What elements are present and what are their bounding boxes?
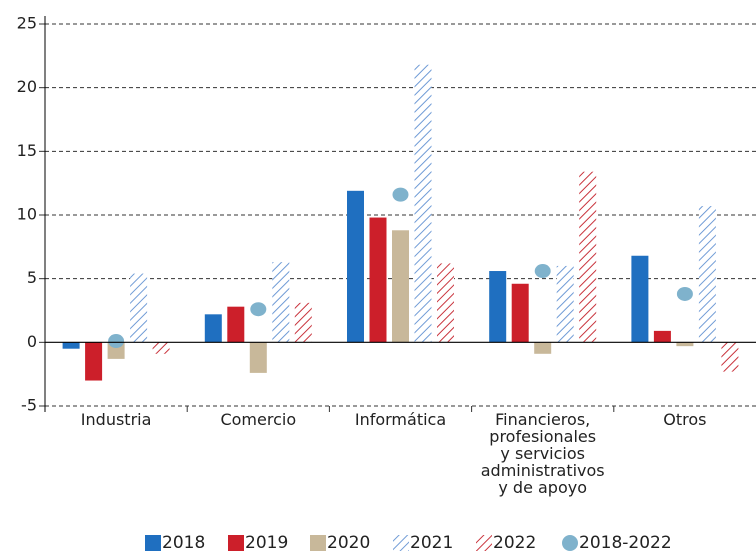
y-tick-label: 5 [27,268,37,287]
bar [437,263,454,343]
bar [62,342,80,349]
y-tick-label: -5 [21,396,37,415]
bar [721,342,739,372]
dot [108,334,125,349]
y-tick-label: 15 [17,141,37,160]
dot [250,302,267,317]
dot [392,187,409,202]
x-tick-label: Otros [663,410,706,429]
y-tick-label: 20 [17,77,37,96]
bar [272,262,290,343]
dot [676,286,693,301]
bar [489,271,507,343]
legend-label: 2018 [162,533,205,552]
bar [579,171,597,343]
legend-swatch [228,535,244,551]
y-tick-label: 25 [17,14,37,33]
bar [414,64,432,343]
legend-label: 2021 [410,533,453,552]
bar [653,330,671,343]
dot [534,264,551,279]
bar [152,342,170,354]
bar [347,190,364,343]
bar [392,230,409,343]
bar [556,265,574,343]
bar [249,342,267,373]
x-tick-label: Informática [355,410,446,429]
legend-swatch [145,535,161,551]
y-tick-label: 0 [27,332,37,351]
y-tick-label: 10 [17,205,37,224]
legend-label: 2018-2022 [579,533,672,552]
legend-swatch [476,535,492,551]
legend-label: 2020 [327,533,370,552]
bar [676,342,694,347]
bar [130,273,148,343]
x-tick-label: Industria [81,410,152,429]
legend-label: 2022 [493,533,536,552]
legend-label: 2019 [245,533,288,552]
bar [294,302,312,343]
bar [534,342,552,354]
legend-swatch [393,535,409,551]
legend-swatch [562,535,578,551]
bar [204,314,222,343]
x-tick-label: Financieros, profesionales y servicios admi… [481,410,605,497]
bar [698,206,716,343]
bar [369,217,387,343]
bar [227,306,245,343]
bar [85,342,103,381]
bar [511,283,529,343]
x-tick-label: Comercio [220,410,296,429]
bar [631,255,649,343]
legend-swatch [310,535,326,551]
